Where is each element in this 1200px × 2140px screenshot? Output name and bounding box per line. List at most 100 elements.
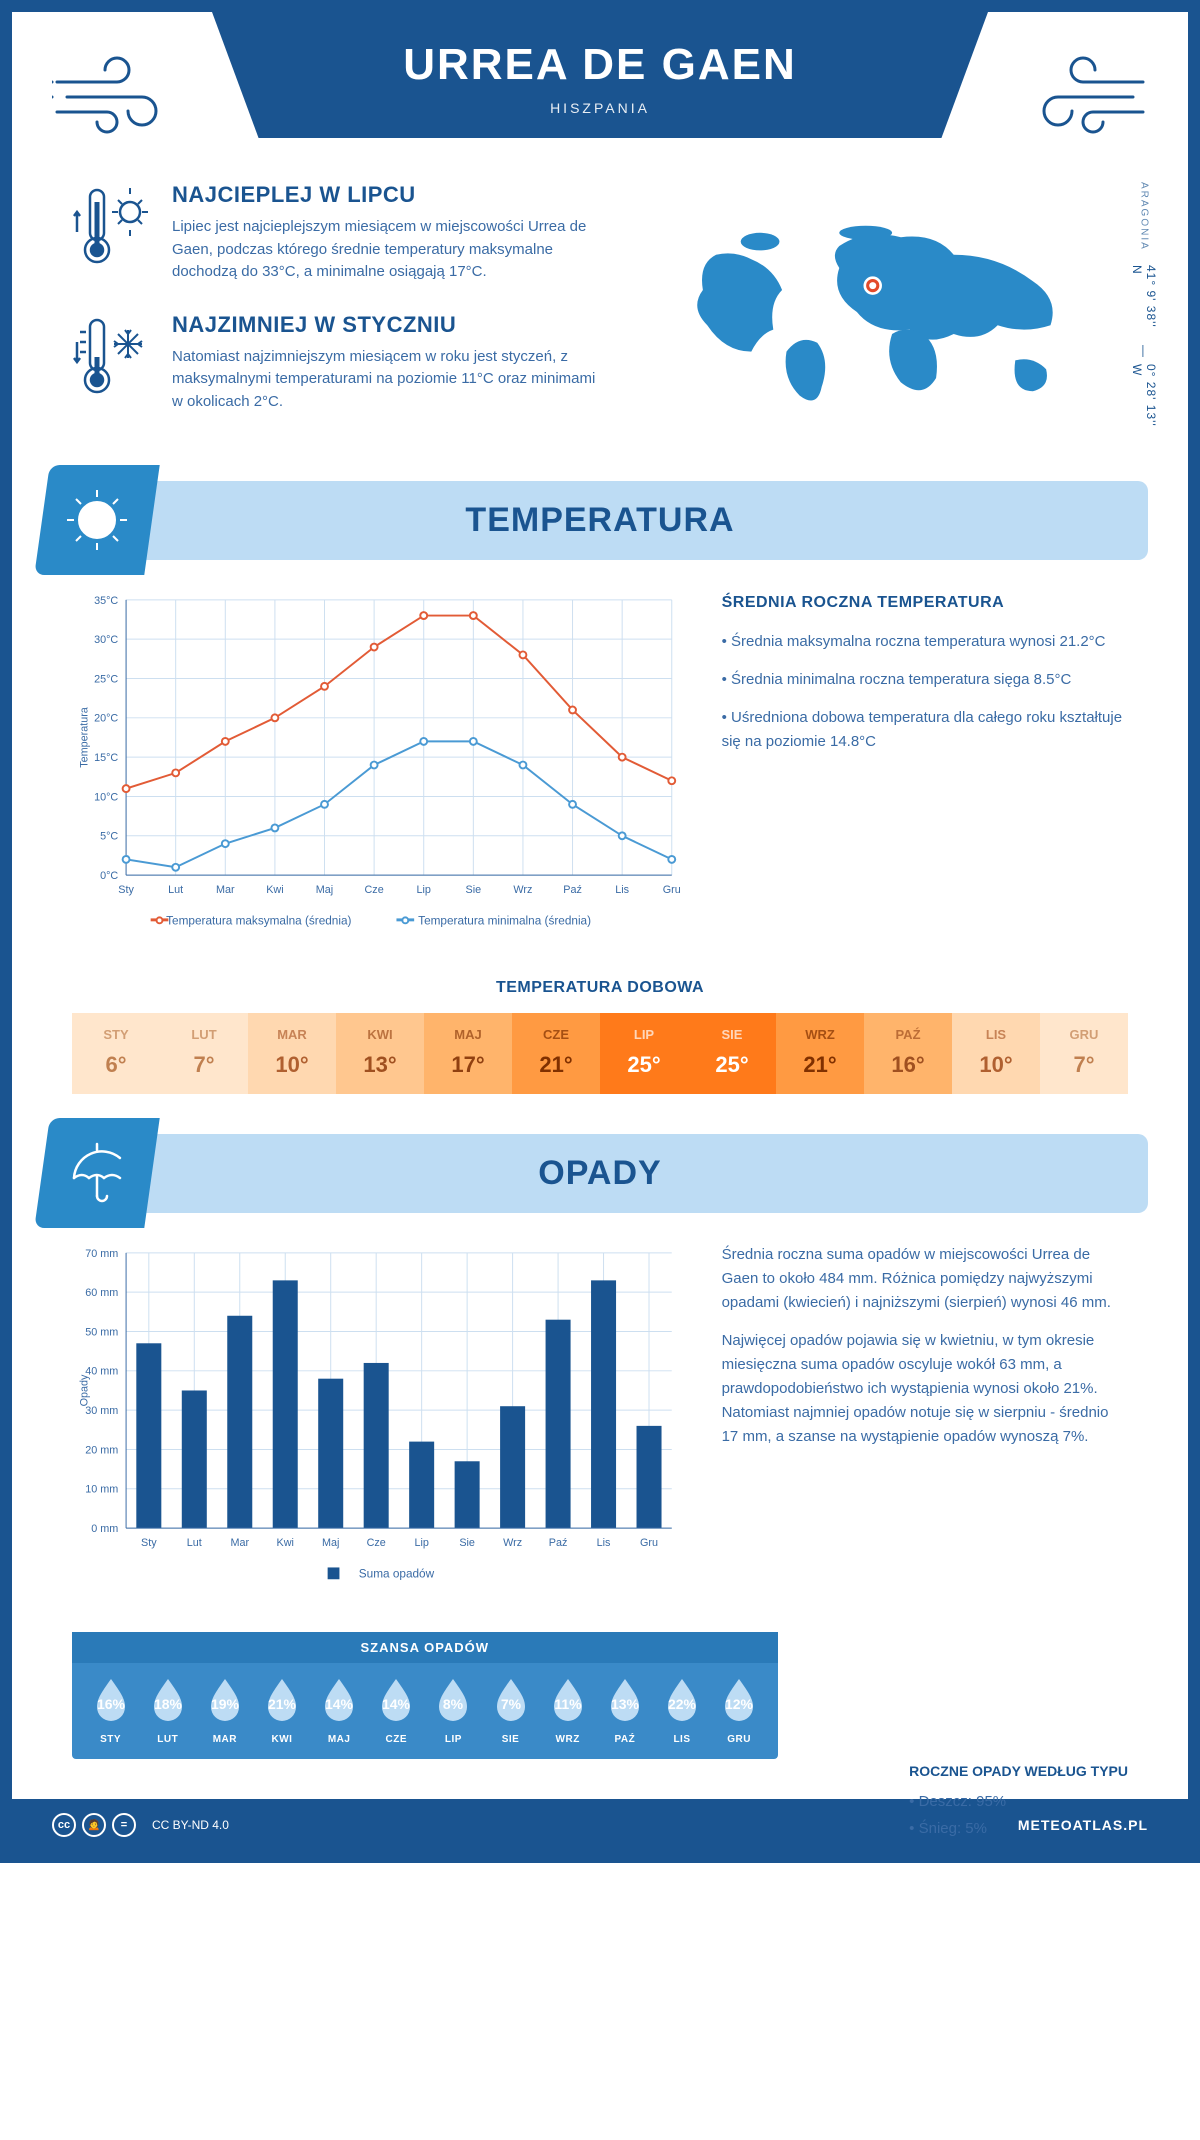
precipitation-type-box: ROCZNE OPADY WEDŁUG TYPU • Deszcz: 95% •… xyxy=(909,1759,1128,1842)
svg-text:Kwi: Kwi xyxy=(277,1537,294,1549)
svg-text:Cze: Cze xyxy=(365,884,384,896)
heat-cell: CZE21° xyxy=(512,1013,600,1094)
svg-text:Temperatura maksymalna (średni: Temperatura maksymalna (średnia) xyxy=(166,914,351,927)
svg-text:Paź: Paź xyxy=(563,884,582,896)
opady-text-2: Najwięcej opadów pojawia się w kwietniu,… xyxy=(722,1329,1128,1449)
svg-text:Gru: Gru xyxy=(663,884,681,896)
warmest-block: NAJCIEPLEJ W LIPCU Lipiec jest najcieple… xyxy=(72,182,609,284)
svg-text:10°C: 10°C xyxy=(94,791,118,803)
svg-text:19%: 19% xyxy=(211,1696,240,1712)
coordinates: ARAGONIA 41° 9' 38'' N — 0° 28' 13'' W xyxy=(1130,182,1158,441)
rain-chance-title: SZANSA OPADÓW xyxy=(72,1632,778,1663)
thermometer-hot-icon xyxy=(72,182,152,272)
rain-drop: 22%LIS xyxy=(653,1675,710,1745)
svg-text:10 mm: 10 mm xyxy=(85,1484,118,1496)
svg-text:Lip: Lip xyxy=(417,884,431,896)
svg-text:5°C: 5°C xyxy=(100,831,118,843)
temperatura-side: ŚREDNIA ROCZNA TEMPERATURA • Średnia mak… xyxy=(722,590,1128,949)
sun-icon xyxy=(34,465,159,575)
svg-text:20°C: 20°C xyxy=(94,713,118,725)
warmest-title: NAJCIEPLEJ W LIPCU xyxy=(172,182,609,208)
svg-text:35°C: 35°C xyxy=(94,595,118,607)
lat-label: 41° 9' 38'' N xyxy=(1130,265,1158,339)
page-subtitle: HISZPANIA xyxy=(232,100,968,116)
svg-text:14%: 14% xyxy=(325,1696,354,1712)
svg-text:Maj: Maj xyxy=(322,1537,339,1549)
svg-text:22%: 22% xyxy=(668,1696,697,1712)
header: URREA DE GAEN HISZPANIA xyxy=(12,12,1188,162)
svg-text:Sty: Sty xyxy=(118,884,134,896)
license-text: CC BY-ND 4.0 xyxy=(152,1818,229,1832)
warmest-text: Lipiec jest najcieplejszym miesiącem w m… xyxy=(172,216,609,284)
svg-text:11%: 11% xyxy=(554,1696,582,1712)
wind-icon-right xyxy=(998,32,1158,152)
typ-title: ROCZNE OPADY WEDŁUG TYPU xyxy=(909,1759,1128,1784)
heat-cell: MAJ17° xyxy=(424,1013,512,1094)
svg-text:Paź: Paź xyxy=(549,1537,568,1549)
svg-text:30°C: 30°C xyxy=(94,634,118,646)
svg-text:14%: 14% xyxy=(382,1696,411,1712)
typ-1: • Śnieg: 5% xyxy=(909,1815,1128,1842)
temperature-line-chart: 0°C5°C10°C15°C20°C25°C30°C35°CStyLutMarK… xyxy=(72,590,682,944)
svg-text:70 mm: 70 mm xyxy=(85,1248,118,1260)
rain-drop: 16%STY xyxy=(82,1675,139,1745)
umbrella-icon xyxy=(34,1118,159,1228)
thermometer-cold-icon xyxy=(72,312,152,402)
opady-text-1: Średnia roczna suma opadów w miejscowośc… xyxy=(722,1243,1128,1315)
rain-drop: 21%KWI xyxy=(253,1675,310,1745)
svg-text:12%: 12% xyxy=(725,1696,754,1712)
svg-text:7%: 7% xyxy=(500,1696,521,1712)
intro-section: NAJCIEPLEJ W LIPCU Lipiec jest najcieple… xyxy=(12,162,1188,471)
temp-side-1: • Średnia minimalna roczna temperatura s… xyxy=(722,668,1128,692)
svg-text:Lut: Lut xyxy=(168,884,183,896)
svg-text:Mar: Mar xyxy=(216,884,235,896)
svg-text:60 mm: 60 mm xyxy=(85,1287,118,1299)
svg-text:Kwi: Kwi xyxy=(266,884,283,896)
dobowa-title: TEMPERATURA DOBOWA xyxy=(12,979,1188,997)
svg-text:Sie: Sie xyxy=(466,884,482,896)
temp-side-0: • Średnia maksymalna roczna temperatura … xyxy=(722,630,1128,654)
svg-text:18%: 18% xyxy=(154,1696,183,1712)
heat-cell: LUT7° xyxy=(160,1013,248,1094)
opady-heading: OPADY xyxy=(52,1154,1148,1193)
heat-cell: LIS10° xyxy=(952,1013,1040,1094)
rain-drop: 7%SIE xyxy=(482,1675,539,1745)
rain-drop: 12%GRU xyxy=(711,1675,768,1745)
cc-icon: cc xyxy=(52,1813,76,1837)
page-title: URREA DE GAEN xyxy=(232,40,968,90)
svg-text:15°C: 15°C xyxy=(94,752,118,764)
nd-icon: = xyxy=(112,1813,136,1837)
rain-drop: 14%MAJ xyxy=(311,1675,368,1745)
svg-text:Wrz: Wrz xyxy=(503,1537,522,1549)
svg-text:50 mm: 50 mm xyxy=(85,1326,118,1338)
svg-text:Lut: Lut xyxy=(187,1537,202,1549)
svg-text:16%: 16% xyxy=(97,1696,126,1712)
svg-text:Maj: Maj xyxy=(316,884,333,896)
svg-text:Cze: Cze xyxy=(367,1537,386,1549)
coldest-title: NAJZIMNIEJ W STYCZNIU xyxy=(172,312,609,338)
license-block: cc 🙍 = CC BY-ND 4.0 xyxy=(52,1813,229,1837)
heat-cell: STY6° xyxy=(72,1013,160,1094)
page-frame: URREA DE GAEN HISZPANIA xyxy=(0,0,1200,1863)
heat-cell: LIP25° xyxy=(600,1013,688,1094)
precipitation-bar-chart: 0 mm10 mm20 mm30 mm40 mm50 mm60 mm70 mmS… xyxy=(72,1243,682,1597)
coldest-text: Natomiast najzimniejszym miesiącem w rok… xyxy=(172,346,609,414)
typ-0: • Deszcz: 95% xyxy=(909,1788,1128,1815)
svg-text:Temperatura: Temperatura xyxy=(79,707,91,768)
temp-side-title: ŚREDNIA ROCZNA TEMPERATURA xyxy=(722,590,1128,616)
temperatura-heading: TEMPERATURA xyxy=(52,501,1148,540)
temperatura-header: TEMPERATURA xyxy=(52,481,1148,560)
rain-drop: 8%LIP xyxy=(425,1675,482,1745)
daily-temp-strip: STY6°LUT7°MAR10°KWI13°MAJ17°CZE21°LIP25°… xyxy=(72,1013,1128,1094)
svg-text:25°C: 25°C xyxy=(94,673,118,685)
lon-label: 0° 28' 13'' W xyxy=(1130,364,1158,441)
coldest-block: NAJZIMNIEJ W STYCZNIU Natomiast najzimni… xyxy=(72,312,609,414)
svg-text:Wrz: Wrz xyxy=(513,884,532,896)
svg-text:13%: 13% xyxy=(611,1696,640,1712)
svg-text:0 mm: 0 mm xyxy=(91,1523,118,1535)
heat-cell: WRZ21° xyxy=(776,1013,864,1094)
svg-text:Mar: Mar xyxy=(230,1537,249,1549)
heat-cell: SIE25° xyxy=(688,1013,776,1094)
opady-header: OPADY xyxy=(52,1134,1148,1213)
rain-drop: 18%LUT xyxy=(139,1675,196,1745)
